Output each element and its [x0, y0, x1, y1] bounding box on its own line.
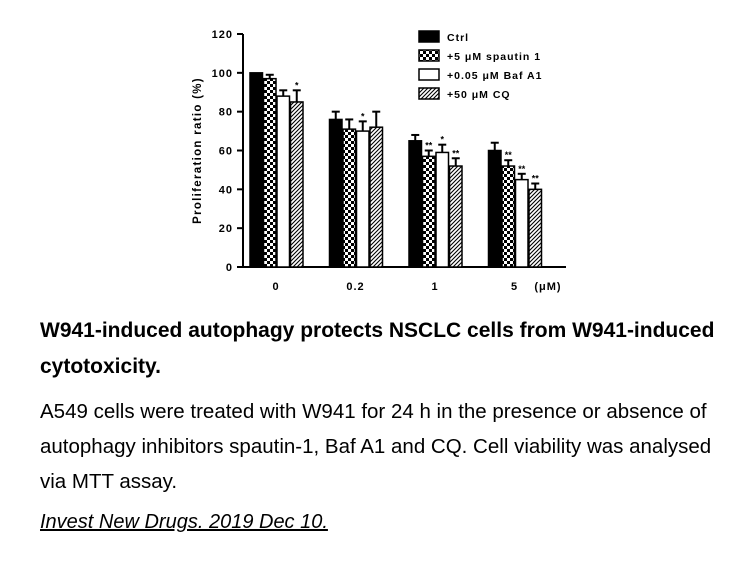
significance-mark: ** [505, 150, 513, 160]
bar-1-1 [342, 128, 357, 268]
significance-mark: ** [452, 148, 460, 158]
bar-0-3 [487, 149, 502, 268]
bar-chart: 0 20 40 60 80 100 120 Proliferation ratio (%) 0 0… [192, 29, 566, 293]
bar-3-2 [448, 165, 463, 268]
y-tick-label: 120 [212, 29, 233, 41]
y-tick-label: 100 [212, 68, 233, 80]
bar-3-1 [369, 126, 384, 268]
bar-1-3 [501, 165, 516, 268]
y-tick-label: 60 [219, 146, 233, 158]
legend-label: +50 μM CQ [447, 89, 511, 101]
bar-0-1 [328, 118, 343, 268]
bar-2-1 [355, 130, 370, 268]
citation-link[interactable]: Invest New Drugs. 2019 Dec 10. [40, 511, 328, 533]
bar-1-2 [421, 155, 436, 268]
x-tick-label: 0.2 [346, 281, 364, 293]
significance-mark: * [361, 111, 365, 121]
y-axis-label: Proliferation ratio (%) [192, 77, 204, 224]
x-unit-label: (μM) [534, 281, 561, 293]
bar-3-3 [528, 188, 543, 268]
legend-label: +0.05 μM Baf A1 [447, 70, 542, 82]
y-tick-label: 20 [219, 223, 233, 235]
significance-mark: ** [425, 141, 433, 151]
bar-1-0 [262, 77, 277, 268]
legend-swatch [418, 68, 440, 81]
legend-swatch [418, 30, 440, 43]
significance-mark: * [295, 80, 299, 90]
legend: Ctrl +5 μM spautin 1 +0.05 μM Baf A1 +50 μM… [418, 30, 542, 101]
significance-mark: * [440, 135, 444, 145]
y-tick-label: 80 [219, 107, 233, 119]
bar-2-0 [276, 95, 291, 268]
caption-body: A549 cells were treated with W941 for 24… [40, 400, 712, 493]
bars: ******* ****** [249, 72, 543, 268]
bar-0-0 [249, 72, 264, 268]
y-tick-label: 40 [219, 184, 233, 196]
significance-mark: ** [518, 164, 526, 174]
bar-3-0 [289, 101, 304, 268]
significance-mark: ** [532, 174, 540, 184]
bar-2-2 [435, 151, 450, 268]
caption-title: W941-induced autophagy protects NSCLC ce… [40, 319, 715, 378]
x-tick-label: 0 [272, 281, 279, 293]
legend-label: Ctrl [447, 32, 469, 44]
x-tick-label: 1 [431, 281, 438, 293]
x-tick-label: 5 [511, 281, 518, 293]
bar-0-2 [408, 140, 423, 268]
y-tick-label: 0 [226, 262, 233, 274]
legend-swatch [418, 87, 440, 100]
legend-swatch [418, 49, 440, 62]
legend-label: +5 μM spautin 1 [447, 51, 541, 63]
bar-2-3 [514, 178, 529, 268]
